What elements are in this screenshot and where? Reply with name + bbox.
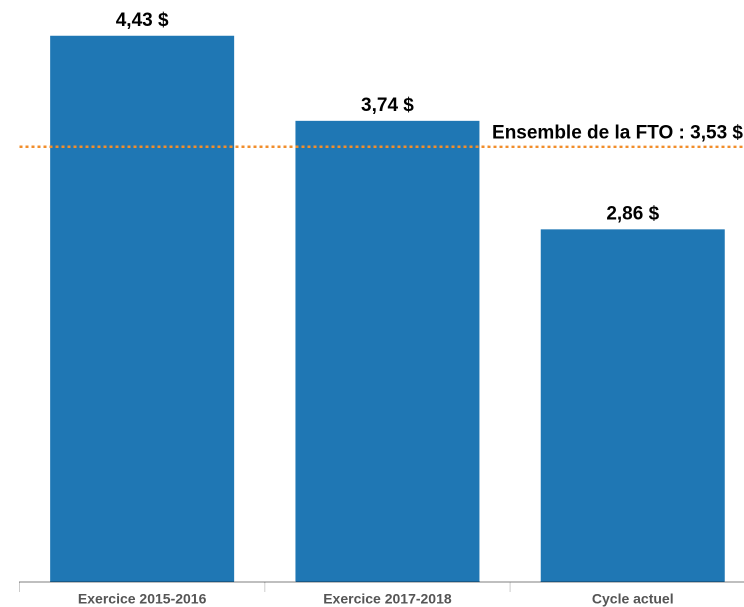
bar [295,120,480,582]
x-tick-label: Exercice 2015-2016 [78,591,207,607]
value-label: 4,43 $ [116,10,169,31]
reference-label: Ensemble de la FTO : 3,53 $ [492,123,743,144]
bar [50,35,235,582]
bar [540,229,725,582]
x-tick-label: Exercice 2017-2018 [323,591,452,607]
x-tick-label: Cycle actuel [592,591,674,607]
value-label: 3,74 $ [361,95,414,116]
reference-label-bg [489,121,744,146]
value-label: 2,86 $ [606,203,659,224]
